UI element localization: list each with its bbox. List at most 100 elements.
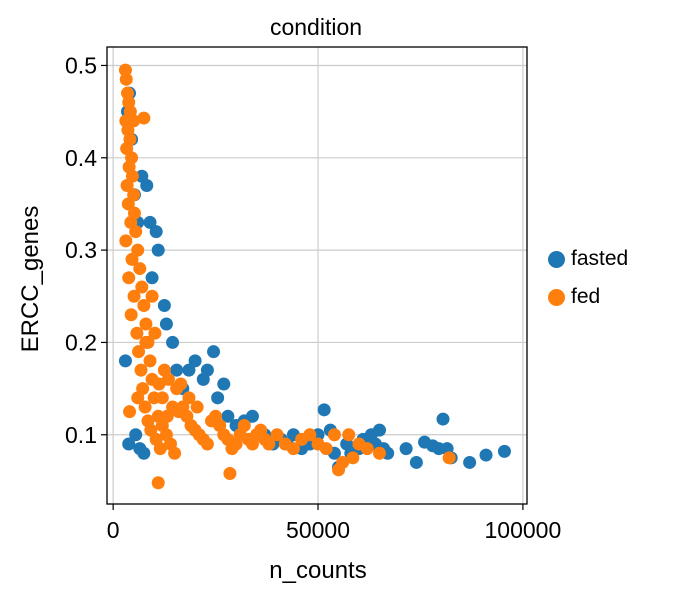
data-point-fasted [140, 178, 154, 192]
x-axis-label: n_counts [269, 557, 366, 584]
y-tick-label: 0.5 [65, 52, 97, 78]
data-point-fed [152, 377, 166, 391]
x-tick-label: 0 [107, 517, 120, 543]
data-point-fed [360, 442, 374, 456]
data-point-fasted [217, 377, 231, 391]
legend-item-fed: fed [548, 278, 628, 316]
data-point-fasted [166, 335, 180, 349]
x-tick-label: 50000 [286, 517, 350, 543]
data-point-fed [119, 72, 133, 86]
data-point-fed [168, 446, 182, 460]
data-point-fed [137, 111, 151, 125]
data-point-fed [132, 345, 146, 359]
y-tick-label: 0.3 [65, 237, 97, 263]
x-axis-ticks: 0 50000 100000 [107, 504, 562, 543]
data-point-fasted [497, 444, 511, 458]
data-point-fasted [372, 423, 386, 437]
data-point-fasted [182, 363, 196, 377]
data-point-fed [200, 437, 214, 451]
data-point-fasted [463, 455, 477, 469]
data-point-fed [133, 262, 147, 276]
legend-marker-fasted [548, 250, 565, 268]
data-point-fed [332, 463, 346, 477]
data-points [118, 63, 511, 490]
legend-label-fed: fed [571, 285, 601, 308]
data-point-fasted [317, 403, 331, 417]
data-point-fed [122, 271, 136, 285]
data-point-fed [139, 335, 153, 349]
data-point-fed [303, 428, 317, 442]
x-tick-label: 100000 [485, 517, 562, 543]
data-point-fed [127, 114, 141, 128]
data-point-fed [121, 197, 135, 211]
data-point-fasted [159, 317, 173, 331]
data-point-fed [143, 354, 157, 368]
data-point-fasted [221, 409, 235, 423]
data-point-fed [237, 419, 251, 433]
data-point-fed [286, 442, 300, 456]
data-point-fasted [207, 345, 221, 359]
legend-label-fasted: fasted [571, 247, 629, 270]
data-point-fasted [122, 437, 136, 451]
data-point-fed [129, 225, 143, 239]
data-point-fed [135, 280, 149, 294]
data-point-fed [138, 400, 152, 414]
data-point-fed [262, 437, 276, 451]
data-point-fed [151, 476, 165, 490]
data-point-fasted [170, 363, 184, 377]
data-point-fasted [245, 409, 259, 423]
data-point-fed [174, 377, 188, 391]
y-tick-label: 0.4 [65, 145, 97, 171]
data-point-fed [148, 326, 162, 340]
data-point-fasted [436, 412, 450, 426]
data-point-fed [139, 317, 153, 331]
data-point-fed [153, 442, 167, 456]
data-point-fed [125, 252, 139, 266]
data-point-fasted [151, 243, 165, 257]
data-point-fed [130, 326, 144, 340]
data-point-fed [327, 428, 341, 442]
data-point-fasted [409, 455, 423, 469]
data-point-fed [120, 178, 134, 192]
data-point-fasted [129, 428, 143, 442]
data-point-fed [190, 400, 204, 414]
data-point-fasted [145, 271, 159, 285]
data-point-fed [124, 308, 138, 322]
data-point-fasted [137, 446, 151, 460]
chart-title: condition [270, 14, 362, 40]
y-axis-label: ERCC_genes [17, 206, 44, 353]
data-point-fed [155, 391, 169, 405]
data-point-fed [145, 289, 159, 303]
data-point-fasted [149, 225, 163, 239]
data-point-fasted [157, 299, 171, 313]
data-point-fasted [479, 448, 493, 462]
data-point-fasted [399, 442, 413, 456]
data-point-fed [442, 451, 456, 465]
data-point-fasted [118, 354, 132, 368]
data-point-fed [270, 428, 284, 442]
legend: fasted fed [548, 240, 628, 316]
data-point-fed [342, 428, 356, 442]
data-point-fed [131, 391, 145, 405]
grid-lines [107, 47, 527, 504]
data-point-fasted [188, 354, 202, 368]
data-point-fed [160, 409, 174, 423]
data-point-fed [134, 363, 148, 377]
data-point-fed [127, 289, 141, 303]
data-point-fed [123, 405, 137, 419]
y-tick-label: 0.1 [65, 422, 97, 448]
data-point-fed [319, 442, 333, 456]
data-point-fed [119, 234, 133, 248]
data-point-fasted [200, 363, 214, 377]
data-point-fed [137, 299, 151, 313]
legend-marker-fed [548, 288, 565, 306]
y-axis-ticks: 0.1 0.2 0.3 0.4 0.5 [65, 52, 107, 448]
legend-item-fasted: fasted [548, 240, 628, 278]
data-point-fed [223, 467, 237, 481]
y-tick-label: 0.2 [65, 329, 97, 355]
plot-frame [106, 46, 528, 505]
data-point-fed [372, 446, 386, 460]
data-point-fasted [211, 391, 225, 405]
data-point-fasted [143, 215, 157, 229]
